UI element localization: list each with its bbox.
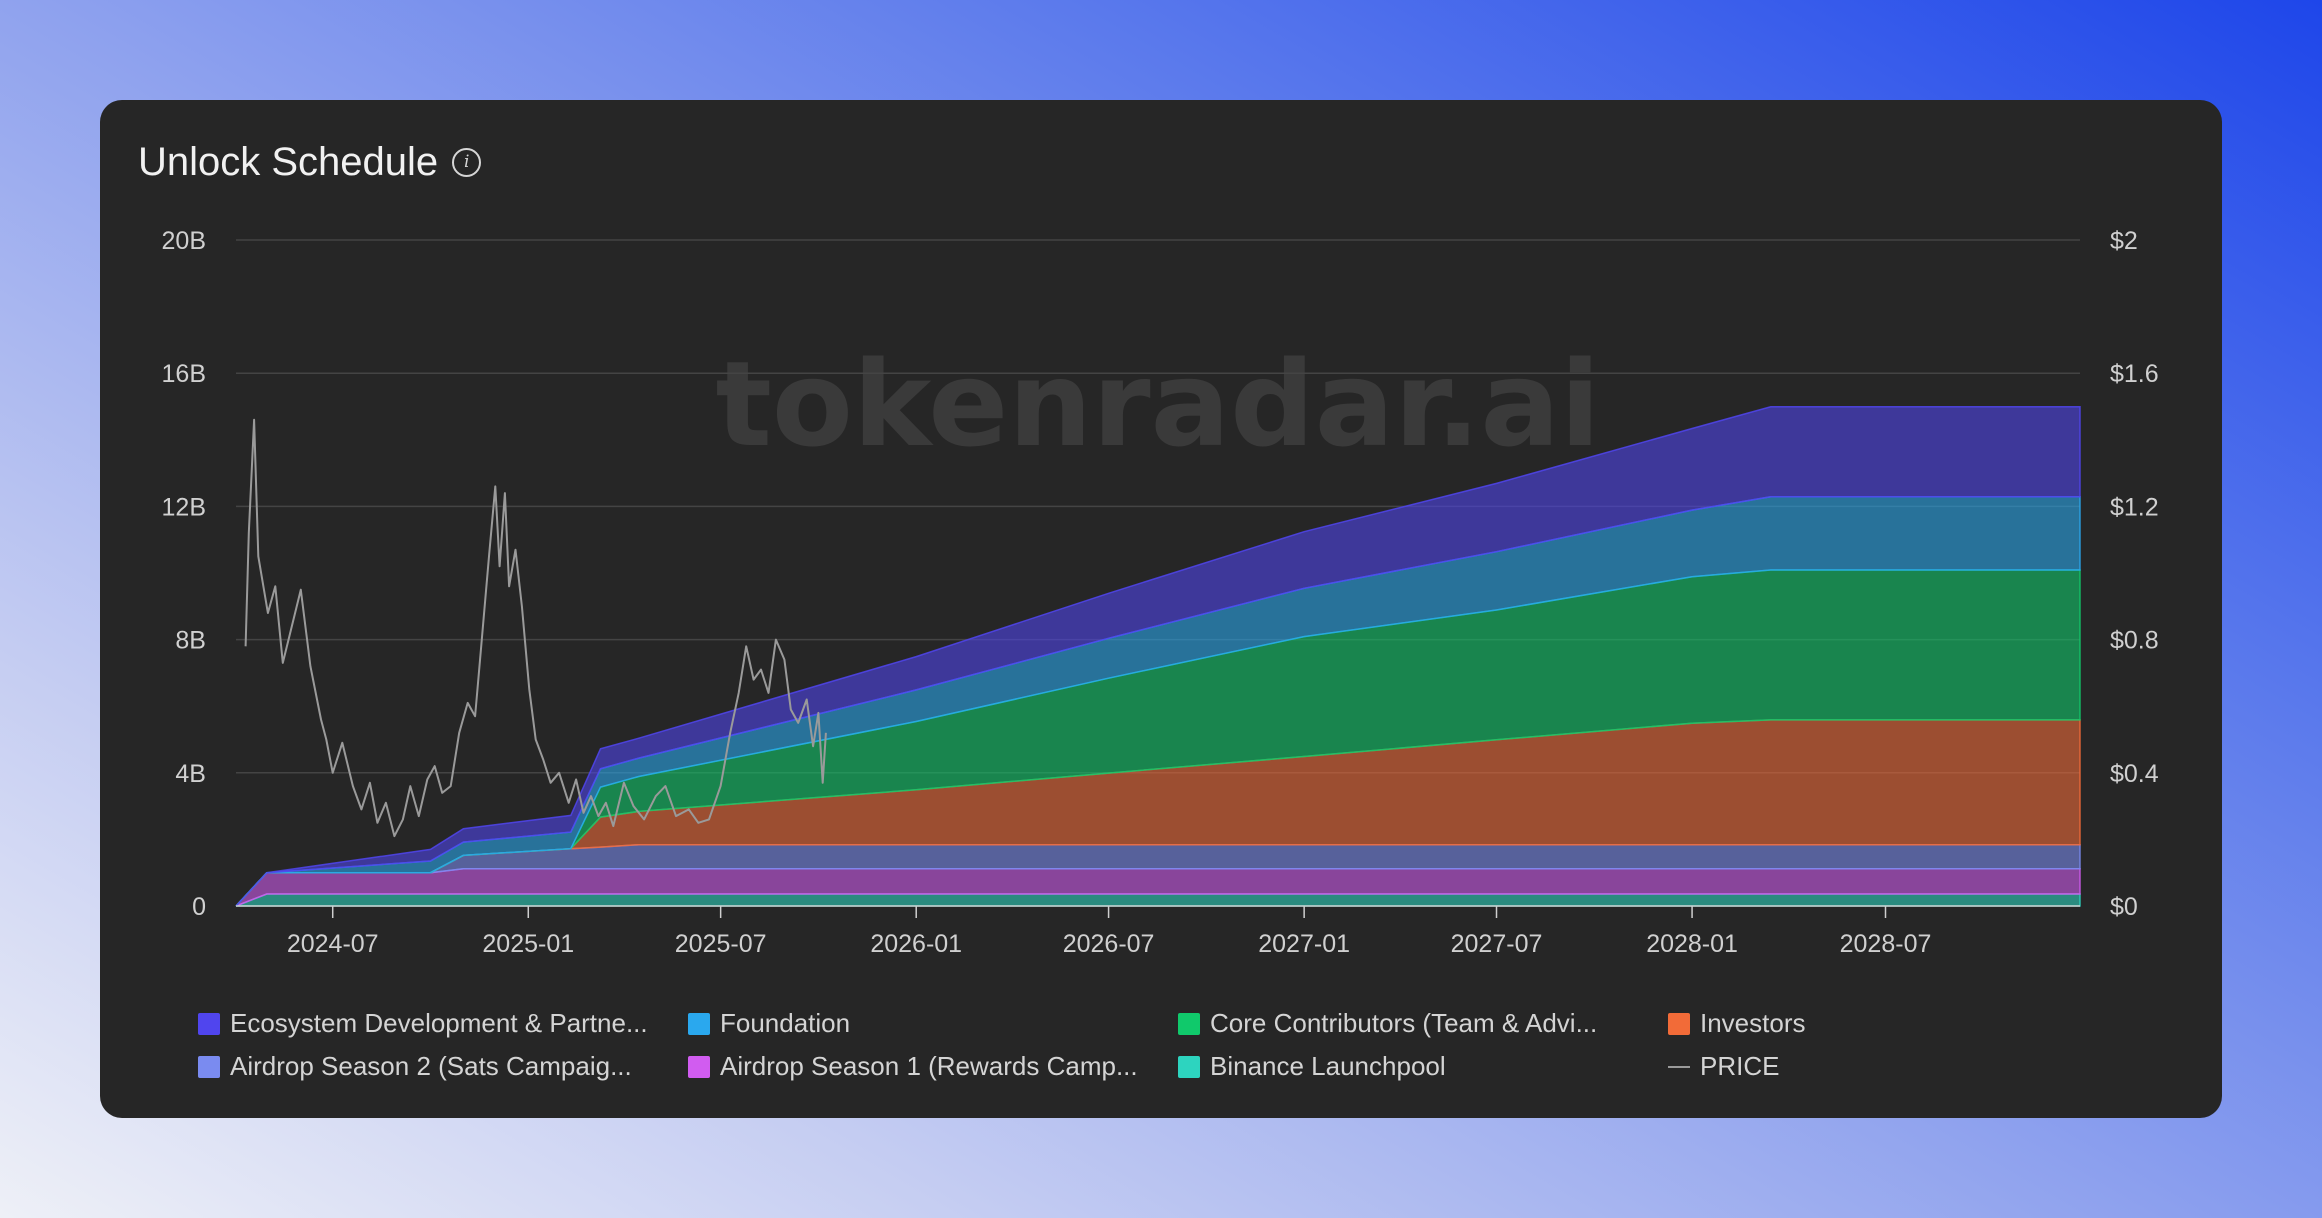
legend-swatch xyxy=(198,1012,220,1035)
legend-label: Foundation xyxy=(720,1008,851,1038)
legend-swatch xyxy=(688,1012,710,1035)
area-ecosystem-development-partne xyxy=(235,406,2081,907)
y-tick-label: 12B xyxy=(162,493,206,521)
legend-swatch xyxy=(688,1055,710,1078)
y-tick-label: 16B xyxy=(162,360,206,388)
legend-item[interactable]: Foundation xyxy=(688,1008,1178,1039)
legend-swatch xyxy=(1178,1012,1200,1035)
x-tick-label: 2027-07 xyxy=(1451,930,1543,958)
legend-item[interactable]: Core Contributors (Team & Advi... xyxy=(1178,1008,1668,1039)
legend-swatch xyxy=(198,1055,220,1078)
legend-swatch xyxy=(1668,1012,1690,1035)
x-tick-label: 2028-01 xyxy=(1646,930,1738,958)
legend-item[interactable]: Airdrop Season 1 (Rewards Camp... xyxy=(688,1051,1178,1082)
legend-label: PRICE xyxy=(1700,1051,1780,1081)
legend-swatch xyxy=(1178,1055,1200,1078)
legend-label: Airdrop Season 2 (Sats Campaig... xyxy=(230,1051,632,1081)
info-circle-icon[interactable]: i xyxy=(452,147,482,177)
legend-label: Airdrop Season 1 (Rewards Camp... xyxy=(720,1051,1138,1081)
y2-tick-label: $1.2 xyxy=(2110,493,2159,521)
unlock-chart: tokenradar.ai 0 $0 4B $0.4 8B $0.8 12B $1.2 16B $1… xyxy=(162,227,2159,958)
legend-line-swatch xyxy=(1668,1065,1690,1068)
x-tick-label: 2026-07 xyxy=(1063,930,1155,958)
legend-item[interactable]: Ecosystem Development & Partne... xyxy=(198,1008,688,1039)
x-tick-label: 2026-01 xyxy=(870,930,962,958)
chart-legend: Ecosystem Development & Partne... Foundat… xyxy=(198,1008,2098,1082)
chart-title: Unlock Schedule i xyxy=(138,139,482,184)
x-tick-label: 2024-07 xyxy=(287,930,379,958)
legend-item[interactable]: Airdrop Season 2 (Sats Campaig... xyxy=(198,1051,688,1082)
y-tick-label: 20B xyxy=(162,227,206,255)
x-tick-label: 2025-01 xyxy=(482,930,574,958)
legend-label: Binance Launchpool xyxy=(1210,1051,1446,1081)
y-tick-label: 8B xyxy=(175,627,206,655)
y2-tick-label: $2 xyxy=(2110,227,2138,255)
legend-item[interactable]: Investors xyxy=(1668,1008,2068,1039)
watermark: tokenradar.ai xyxy=(716,335,1601,473)
unlock-schedule-card: Unlock Schedule i tokenradar.ai 0 $0 4B $0.4… xyxy=(100,100,2222,1118)
legend-item[interactable]: PRICE xyxy=(1668,1051,2068,1082)
x-tick-label: 2028-07 xyxy=(1840,930,1932,958)
y2-tick-label: $0.8 xyxy=(2110,627,2159,655)
y2-tick-label: $1.6 xyxy=(2110,360,2159,388)
y2-tick-label: $0.4 xyxy=(2110,760,2159,788)
legend-label: Core Contributors (Team & Advi... xyxy=(1210,1008,1598,1038)
price-line xyxy=(244,418,827,838)
legend-item[interactable]: Binance Launchpool xyxy=(1178,1051,1668,1082)
y-tick-label: 4B xyxy=(175,760,206,788)
legend-label: Ecosystem Development & Partne... xyxy=(230,1008,648,1038)
area-binance-launchpool xyxy=(235,893,2081,907)
x-tick-label: 2025-07 xyxy=(675,930,767,958)
y2-tick-label: $0 xyxy=(2110,893,2138,921)
chart-title-text: Unlock Schedule xyxy=(138,139,439,184)
legend-label: Investors xyxy=(1700,1008,1806,1038)
y-tick-label: 0 xyxy=(192,893,206,921)
x-tick-label: 2027-01 xyxy=(1258,930,1350,958)
